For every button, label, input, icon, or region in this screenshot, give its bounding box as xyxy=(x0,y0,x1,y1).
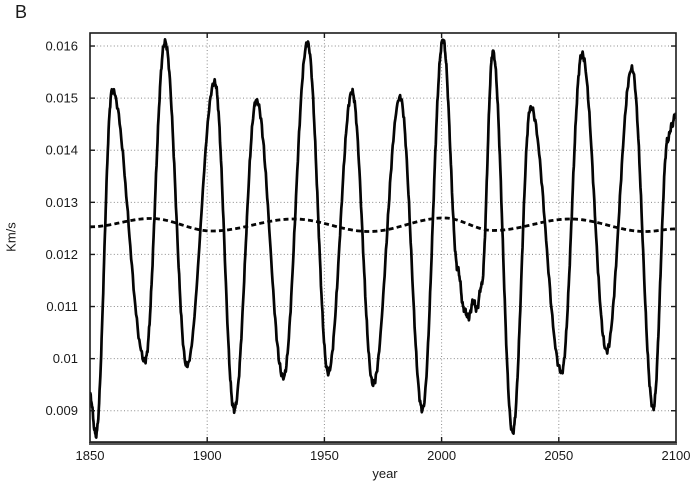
y-tick-label: 0.013 xyxy=(45,195,78,210)
series-oscillating-solid-line xyxy=(90,37,676,439)
x-tick-label: 2000 xyxy=(427,448,456,463)
x-tick-label: 2100 xyxy=(662,448,691,463)
y-tick-label: 0.014 xyxy=(45,143,78,158)
x-tick-label: 2050 xyxy=(544,448,573,463)
tick-labels: 0.016 0.015 0.014 0.013 0.012 0.011 0.01 0.009 1… xyxy=(45,39,690,463)
y-tick-label: 0.015 xyxy=(45,91,78,106)
x-tick-label: 1950 xyxy=(310,448,339,463)
tick-marks xyxy=(90,33,676,442)
y-tick-label: 0.012 xyxy=(45,247,78,262)
x-axis-title: year xyxy=(372,466,398,481)
y-tick-label: 0.009 xyxy=(45,403,78,418)
panel-label: B xyxy=(15,2,28,22)
y-tick-label: 0.016 xyxy=(45,39,78,54)
plot-border xyxy=(89,32,677,443)
y-tick-label: 0.011 xyxy=(46,299,78,314)
x-tick-label: 1900 xyxy=(193,448,222,463)
y-axis-title: Km/s xyxy=(3,222,19,252)
x-tick-label: 1850 xyxy=(76,448,105,463)
y-tick-label: 0.01 xyxy=(53,351,78,366)
series-smooth-dashed-line xyxy=(90,216,676,233)
